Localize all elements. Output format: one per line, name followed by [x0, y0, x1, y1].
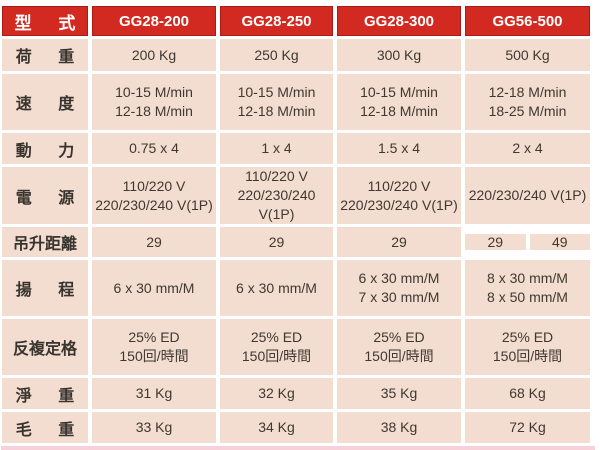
spec-cell: 38 Kg: [337, 412, 461, 443]
row-label-power: 動 力: [2, 133, 88, 164]
row-gross-weight: 毛 重 33 Kg 34 Kg 38 Kg 72 Kg: [2, 412, 590, 443]
spec-cell: 110/220 V 220/230/240 V(1P): [92, 167, 216, 224]
row-label-power-source: 電 源: [2, 167, 88, 224]
row-label-lift-stroke: 揚 程: [2, 260, 88, 316]
split-cell-left: 29: [465, 234, 526, 250]
spec-cell: 250 Kg: [220, 39, 333, 71]
row-load-capacity: 荷 重 200 Kg 250 Kg 300 Kg 500 Kg: [2, 39, 590, 71]
spec-cell: 10-15 M/min 12-18 M/min: [220, 74, 333, 130]
spec-cell-split: 29 49: [465, 227, 590, 257]
spec-cell: 34 Kg: [220, 412, 333, 443]
spec-cell: 110/220 V 220/230/240 V(1P): [220, 167, 333, 224]
row-power: 動 力 0.75 x 4 1 x 4 1.5 x 4 2 x 4: [2, 133, 590, 164]
spec-cell: 8 x 30 mm/M 8 x 50 mm/M: [465, 260, 590, 316]
spec-cell: 12-18 M/min 18-25 M/min: [465, 74, 590, 130]
spec-cell: 25% ED 150回/時間: [92, 319, 216, 375]
column-header-gg28-200: GG28-200: [92, 6, 216, 36]
spec-cell: 1 x 4: [220, 133, 333, 164]
row-label-duty-rating: 反複定格: [2, 319, 88, 375]
column-header-gg28-250: GG28-250: [220, 6, 333, 36]
spec-cell: 29: [337, 227, 461, 257]
spec-table: 型 式 GG28-200 GG28-250 GG28-300 GG56-500 …: [0, 3, 594, 446]
row-lifting-distance: 吊升距離 29 29 29 29 49: [2, 227, 590, 257]
spec-cell: 300 Kg: [337, 39, 461, 71]
spec-cell: 33 Kg: [92, 412, 216, 443]
row-duty-rating: 反複定格 25% ED 150回/時間 25% ED 150回/時間 25% ED 1…: [2, 319, 590, 375]
column-header-gg56-500: GG56-500: [465, 6, 590, 36]
spec-cell: 25% ED 150回/時間: [220, 319, 333, 375]
spec-cell: 6 x 30 mm/M: [220, 260, 333, 316]
spec-cell: 1.5 x 4: [337, 133, 461, 164]
spec-cell: 220/230/240 V(1P): [465, 167, 590, 224]
spec-cell: 72 Kg: [465, 412, 590, 443]
column-header-gg28-300: GG28-300: [337, 6, 461, 36]
spec-cell: 25% ED 150回/時間: [337, 319, 461, 375]
row-label-gross-weight: 毛 重: [2, 412, 88, 443]
spec-cell: 6 x 30 mm/M 7 x 30 mm/M: [337, 260, 461, 316]
spec-cell: 31 Kg: [92, 378, 216, 409]
spec-cell: 25% ED 150回/時間: [465, 319, 590, 375]
row-label-speed: 速 度: [2, 74, 88, 130]
spec-cell: 500 Kg: [465, 39, 590, 71]
spec-cell: 110/220 V 220/230/240 V(1P): [337, 167, 461, 224]
spec-cell: 35 Kg: [337, 378, 461, 409]
spec-cell: 200 Kg: [92, 39, 216, 71]
header-corner-cell: 型 式: [2, 6, 88, 36]
spec-cell: 0.75 x 4: [92, 133, 216, 164]
split-cell-right: 49: [529, 234, 590, 250]
header-row: 型 式 GG28-200 GG28-250 GG28-300 GG56-500: [2, 6, 590, 36]
row-lift-stroke: 揚 程 6 x 30 mm/M 6 x 30 mm/M 6 x 30 mm/M 7…: [2, 260, 590, 316]
row-speed: 速 度 10-15 M/min 12-18 M/min 10-15 M/min 12…: [2, 74, 590, 130]
spec-cell: 32 Kg: [220, 378, 333, 409]
spec-cell: 2 x 4: [465, 133, 590, 164]
row-label-load: 荷 重: [2, 39, 88, 71]
spec-cell: 6 x 30 mm/M: [92, 260, 216, 316]
spec-cell: 29: [92, 227, 216, 257]
spec-cell: 29: [220, 227, 333, 257]
row-power-source: 電 源 110/220 V 220/230/240 V(1P) 110/220 V…: [2, 167, 590, 224]
row-net-weight: 淨 重 31 Kg 32 Kg 35 Kg 68 Kg: [2, 378, 590, 409]
bottom-accent-strip: [1, 446, 595, 450]
spec-cell: 10-15 M/min 12-18 M/min: [337, 74, 461, 130]
spec-cell: 68 Kg: [465, 378, 590, 409]
spec-cell: 10-15 M/min 12-18 M/min: [92, 74, 216, 130]
row-label-lifting-distance: 吊升距離: [2, 227, 88, 257]
row-label-net-weight: 淨 重: [2, 378, 88, 409]
